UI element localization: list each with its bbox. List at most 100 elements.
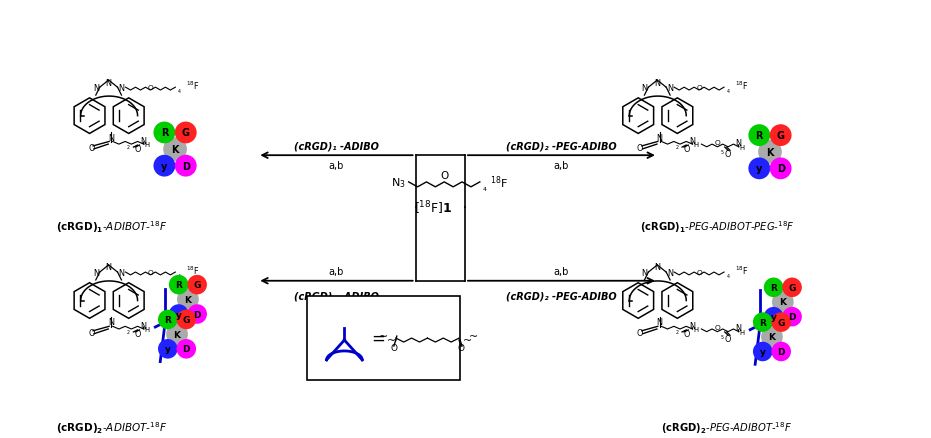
Text: O: O — [725, 335, 731, 343]
Text: y: y — [756, 164, 762, 174]
Text: N: N — [141, 321, 146, 330]
Text: D: D — [194, 310, 201, 319]
Circle shape — [758, 141, 782, 164]
Text: a,b: a,b — [329, 161, 344, 171]
Text: D: D — [182, 161, 190, 171]
Text: N: N — [93, 268, 99, 277]
FancyBboxPatch shape — [307, 296, 460, 380]
Circle shape — [749, 158, 770, 180]
Circle shape — [169, 304, 188, 324]
Text: G: G — [776, 131, 785, 141]
Text: ~: ~ — [469, 331, 479, 341]
Text: a,b: a,b — [553, 161, 569, 171]
Circle shape — [177, 310, 196, 329]
Text: (cRGD)₂ -PEG-ADIBO: (cRGD)₂ -PEG-ADIBO — [506, 141, 616, 151]
Text: ~: ~ — [386, 336, 396, 345]
Text: N: N — [656, 133, 663, 142]
Circle shape — [772, 313, 791, 332]
Text: N: N — [654, 263, 660, 272]
Text: R: R — [161, 128, 169, 138]
Text: G: G — [194, 280, 201, 290]
Text: ~: ~ — [379, 331, 388, 341]
Text: O: O — [88, 144, 95, 153]
Text: N: N — [668, 84, 673, 92]
Text: N: N — [668, 268, 673, 277]
Text: y: y — [176, 310, 182, 319]
Text: $_4$: $_4$ — [177, 272, 182, 281]
Text: y: y — [161, 161, 168, 171]
Circle shape — [763, 278, 783, 297]
Circle shape — [154, 122, 175, 144]
Text: O: O — [88, 328, 95, 337]
Circle shape — [177, 339, 196, 359]
Circle shape — [753, 342, 773, 361]
Text: O: O — [637, 144, 643, 153]
Text: O: O — [148, 269, 154, 276]
Circle shape — [782, 278, 802, 297]
Text: N: N — [641, 84, 647, 92]
Circle shape — [154, 155, 175, 177]
Text: $^{18}$F: $^{18}$F — [186, 264, 200, 277]
Text: y: y — [165, 345, 170, 353]
Text: $_2$: $_2$ — [675, 327, 680, 336]
Text: H: H — [145, 326, 150, 332]
Text: N: N — [105, 263, 112, 272]
Text: N: N — [141, 136, 146, 145]
Text: G: G — [182, 128, 190, 138]
Text: $\mathbf{(cRGD)_2}$-PEG-ADIBOT-$^{18}$F: $\mathbf{(cRGD)_2}$-PEG-ADIBOT-$^{18}$F — [662, 419, 792, 435]
Text: O: O — [696, 85, 702, 91]
Text: (cRGD)₁ -ADIBO: (cRGD)₁ -ADIBO — [294, 291, 379, 301]
Text: N: N — [641, 268, 647, 277]
Text: H: H — [740, 329, 745, 335]
Circle shape — [763, 307, 783, 327]
Text: G: G — [789, 283, 796, 292]
Text: N: N — [735, 323, 741, 332]
Text: N: N — [108, 318, 114, 327]
Circle shape — [761, 326, 783, 348]
Text: K: K — [173, 330, 181, 339]
Text: $_2$: $_2$ — [126, 143, 130, 151]
Text: $_5$: $_5$ — [721, 332, 725, 341]
Text: [$^{18}$F]$\mathbf{1}$: [$^{18}$F]$\mathbf{1}$ — [414, 199, 452, 217]
Text: O: O — [134, 145, 141, 154]
Text: N: N — [93, 84, 99, 92]
Text: O: O — [148, 85, 154, 91]
Text: K: K — [768, 332, 776, 342]
Circle shape — [770, 125, 791, 147]
Text: O: O — [457, 344, 465, 353]
Text: =: = — [371, 329, 385, 347]
Text: O: O — [725, 150, 731, 159]
Text: $^{18}$F: $^{18}$F — [490, 174, 507, 191]
Text: D: D — [182, 345, 190, 353]
Text: N: N — [689, 321, 695, 330]
Text: H: H — [740, 145, 745, 150]
Circle shape — [175, 155, 196, 177]
Circle shape — [772, 342, 791, 361]
Circle shape — [158, 339, 178, 359]
Circle shape — [782, 307, 802, 327]
Circle shape — [749, 125, 770, 147]
Text: H: H — [694, 326, 698, 332]
Text: H: H — [694, 142, 698, 148]
Text: D: D — [777, 347, 785, 356]
Text: $\mathbf{(cRGD)_2}$-ADIBOT-$^{18}$F: $\mathbf{(cRGD)_2}$-ADIBOT-$^{18}$F — [57, 419, 168, 435]
Text: N: N — [118, 84, 125, 92]
Text: O: O — [683, 145, 690, 154]
Text: $_2$: $_2$ — [675, 143, 680, 151]
Text: R: R — [756, 131, 763, 141]
Circle shape — [770, 158, 791, 180]
Text: $_4$: $_4$ — [726, 88, 731, 96]
Text: $\mathbf{(cRGD)_1}$-PEG-ADIBOT-PEG-$^{18}$F: $\mathbf{(cRGD)_1}$-PEG-ADIBOT-PEG-$^{18… — [640, 219, 794, 235]
Text: (cRGD)₁ -ADIBO: (cRGD)₁ -ADIBO — [294, 141, 379, 151]
Text: O: O — [134, 329, 141, 338]
Text: K: K — [171, 145, 179, 155]
Text: G: G — [182, 315, 190, 324]
Text: H: H — [145, 142, 150, 148]
Circle shape — [177, 289, 199, 311]
Circle shape — [166, 324, 188, 345]
Text: $^{18}$F: $^{18}$F — [735, 264, 749, 277]
Text: y: y — [760, 347, 765, 356]
Circle shape — [187, 275, 207, 295]
Text: $^{18}$F: $^{18}$F — [186, 80, 200, 92]
Text: $_2$: $_2$ — [126, 327, 130, 336]
